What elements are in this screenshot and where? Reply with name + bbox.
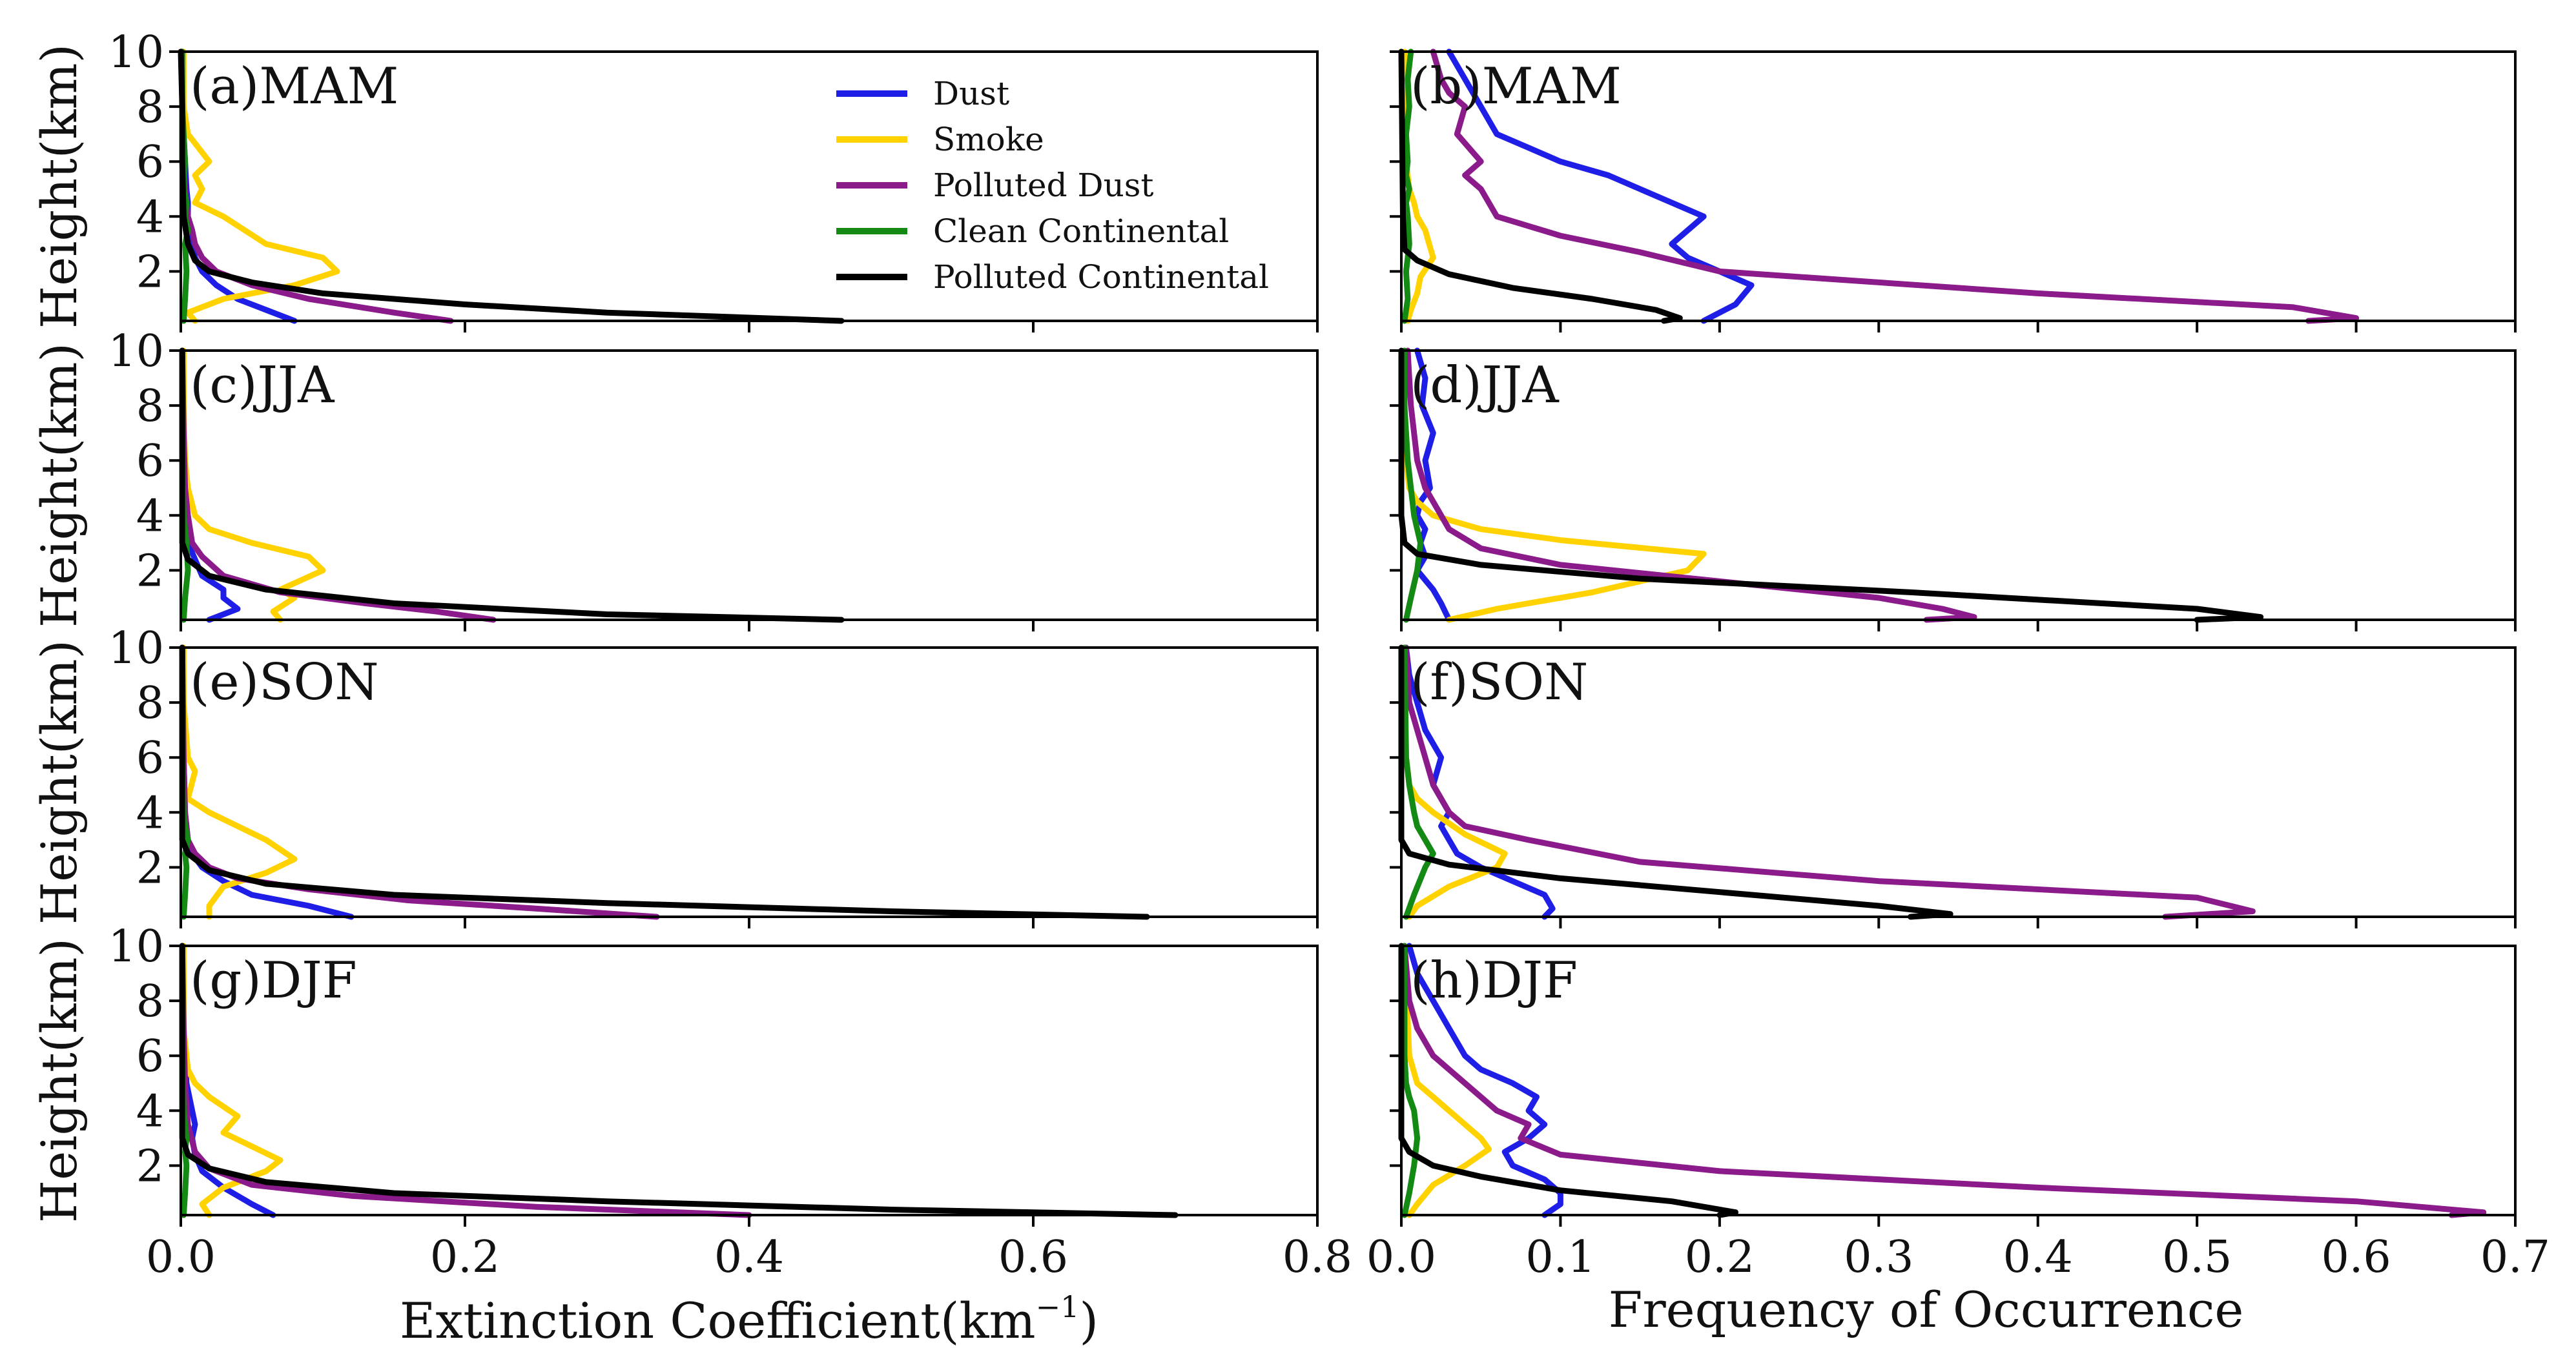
y-tick-label: 8: [136, 678, 164, 729]
y-tick-label: 4: [136, 788, 164, 839]
panel-d: (d)JJA: [1390, 347, 2517, 631]
series-line-smoke: [1401, 943, 1492, 1218]
x-tick-label: 0.8: [1283, 1232, 1352, 1283]
y-tick-label: 6: [136, 137, 164, 188]
series-line-dust: [1403, 644, 1556, 920]
series-line-smoke: [180, 644, 298, 920]
series-line-polluted-dust: [1401, 943, 2487, 1218]
y-tick-label: 6: [136, 733, 164, 784]
y-tick-label: 8: [136, 82, 164, 133]
x-tick-label: 0.1: [1525, 1232, 1595, 1283]
y-axis-label: Height(km): [30, 938, 88, 1223]
y-axis-label: Height(km): [30, 343, 88, 628]
axes-frame: [1400, 50, 2517, 322]
y-tick-label: 2: [136, 1141, 164, 1192]
panel-f: (f)SON: [1390, 644, 2517, 928]
x-axis-label-extinction: Extinction Coefficient(km−1): [400, 1289, 1098, 1349]
x-tick-label: 0.3: [1844, 1232, 1913, 1283]
series-line-dust: [1414, 347, 1452, 623]
series-line-clean-continental: [1401, 644, 1436, 920]
series-line-polluted-continental: [1398, 943, 1738, 1218]
panel-label: (g)DJF: [190, 952, 357, 1010]
y-tick-label: 8: [136, 381, 164, 432]
legend-label: Polluted Continental: [933, 258, 1269, 296]
panel-b: (b)MAM: [1390, 48, 2517, 333]
x-tick-label: 0.5: [2162, 1232, 2232, 1283]
series-line-polluted-continental: [1398, 644, 1953, 920]
x-axis-label-frequency: Frequency of Occurrence: [1609, 1281, 2244, 1338]
y-tick-label: 4: [136, 491, 164, 542]
legend: Dust Smoke Polluted Dust Clean Continental P…: [836, 75, 1269, 296]
axes-frame: [1400, 646, 2517, 918]
y-tick-label: 2: [136, 546, 164, 597]
y-tick-label: 10: [108, 27, 164, 78]
legend-label: Smoke: [933, 121, 1044, 158]
panel-h: 0.0 0.1 0.2 0.3 0.4 0.5 0.6 0.7 (h)DJF: [1366, 943, 2550, 1283]
legend-label: Dust: [933, 75, 1009, 112]
y-tick-label: 6: [136, 1031, 164, 1082]
x-tick-label: 0.6: [998, 1232, 1068, 1283]
legend-label: Clean Continental: [933, 212, 1229, 250]
y-tick-label: 2: [136, 843, 164, 894]
y-tick-label: 8: [136, 976, 164, 1027]
panel-label: (h)DJF: [1410, 952, 1578, 1010]
panel-label: (d)JJA: [1410, 356, 1560, 414]
x-tick-label: 0.4: [714, 1232, 784, 1283]
legend-label: Polluted Dust: [933, 167, 1154, 204]
series-line-dust: [1406, 943, 1563, 1218]
x-tick-label: 0.2: [1685, 1232, 1755, 1283]
x-tick-label: 0.4: [2003, 1232, 2073, 1283]
series-line-polluted-continental: [179, 347, 845, 623]
y-tick-label: 4: [136, 192, 164, 243]
series-line-polluted-continental: [1398, 48, 1683, 324]
axes-frame: [1400, 945, 2517, 1216]
panel-label: (c)JJA: [190, 356, 335, 414]
panel-label: (f)SON: [1410, 653, 1588, 711]
axes-frame: [1400, 349, 2517, 621]
y-tick-label: 4: [136, 1086, 164, 1137]
series-line-smoke: [180, 48, 340, 324]
y-tick-label: 6: [136, 436, 164, 487]
y-tick-label: 10: [108, 921, 164, 972]
series-line-dust: [1446, 48, 1755, 324]
panel-label: (b)MAM: [1410, 57, 1622, 116]
series-line-clean-continental: [1401, 943, 1421, 1218]
x-tick-label: 0.6: [2321, 1232, 2391, 1283]
series-line-polluted-dust: [1430, 48, 2360, 324]
series-line-polluted-dust: [1405, 347, 1977, 623]
y-tick-label: 2: [136, 247, 164, 298]
y-tick-label: 10: [108, 326, 164, 377]
series-line-polluted-continental: [179, 943, 1179, 1218]
x-tick-label: 0.7: [2480, 1232, 2550, 1283]
x-tick-label: 0.0: [1366, 1232, 1436, 1283]
series-line-polluted-continental: [178, 48, 845, 324]
series-line-smoke: [180, 943, 283, 1218]
series-line-polluted-continental: [179, 644, 1150, 920]
y-axis-label: Height(km): [30, 640, 88, 925]
y-axis-label: Height(km): [30, 44, 88, 329]
series-line-polluted-continental: [1398, 347, 2264, 623]
y-tick-label: 10: [108, 623, 164, 674]
panel-label: (e)SON: [190, 653, 379, 711]
x-tick-label: 0.0: [146, 1232, 216, 1283]
panel-label: (a)MAM: [190, 57, 398, 116]
x-tick-label: 0.2: [430, 1232, 500, 1283]
series-line-clean-continental: [1401, 347, 1424, 623]
series-line-polluted-dust: [1403, 644, 2256, 920]
series-line-clean-continental: [1401, 48, 1414, 324]
axes-frame: [180, 349, 1319, 621]
